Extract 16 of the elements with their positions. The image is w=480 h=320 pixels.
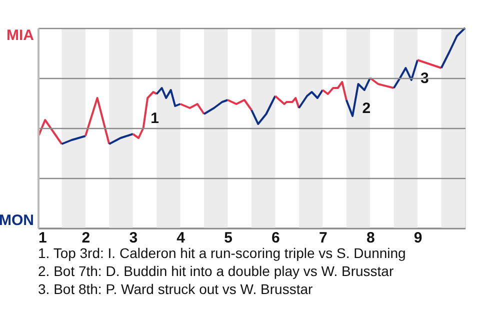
text: 2. Bot 7th: D. Buddin hit into a double play vs W. Brusstar xyxy=(38,263,394,279)
x-tick-label: 7 xyxy=(318,230,328,246)
x-tick-label: 8 xyxy=(366,230,375,246)
annotation: 1 xyxy=(150,110,159,127)
x-tick-label: 3 xyxy=(129,230,138,246)
text: MON xyxy=(0,212,34,229)
annotation: 2 xyxy=(362,100,371,117)
x-tick-label: 5 xyxy=(224,230,232,246)
text: 1. Top 3rd: I. Calderon hit a run-scoring triple vs S. Dunning xyxy=(38,245,406,261)
x-tick-label: 1 xyxy=(38,230,47,246)
x-tick-label: 6 xyxy=(272,230,280,246)
x-tick-label: 2 xyxy=(82,230,90,246)
x-tick-label: 4 xyxy=(176,230,186,246)
text: MIA xyxy=(6,27,34,44)
text: 3. Bot 8th: P. Ward struck out vs W. Brusstar xyxy=(38,281,313,297)
x-tick-label: 9 xyxy=(414,230,422,246)
